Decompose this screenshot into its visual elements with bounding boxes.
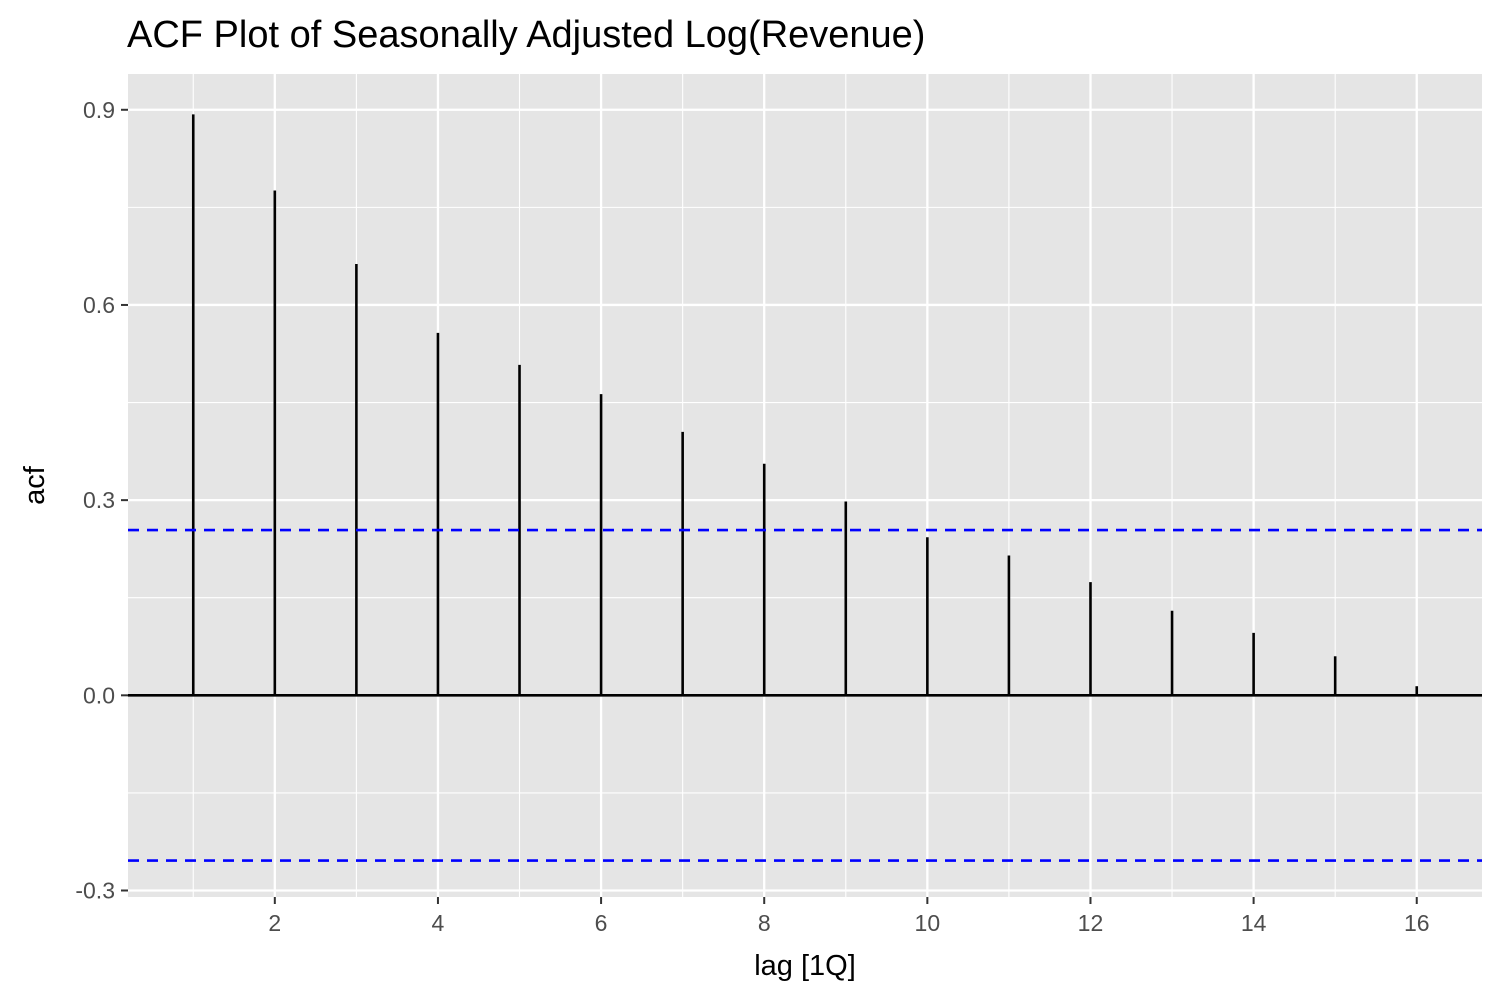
chart-title: ACF Plot of Seasonally Adjusted Log(Reve… (127, 14, 926, 56)
plot-panel (128, 74, 1482, 897)
acf-bars (191, 114, 1419, 696)
minor-grid (128, 74, 1482, 897)
x-tick-label: 10 (915, 910, 941, 936)
x-tick-label: 4 (432, 910, 445, 936)
y-tick-label: -0.3 (75, 877, 115, 903)
x-tick-label: 12 (1078, 910, 1104, 936)
y-tick-label: 0.9 (83, 97, 115, 123)
x-tick-label: 14 (1241, 910, 1267, 936)
confidence-bounds (128, 528, 1482, 862)
y-tick-label: 0.6 (83, 292, 115, 318)
y-axis: 0.9 0.6 0.3 0.0 -0.3 (75, 97, 128, 903)
y-axis-title: acf (19, 465, 51, 505)
x-axis-title: lag [1Q] (754, 950, 856, 982)
y-tick-label: 0.0 (83, 682, 115, 708)
x-axis: 2 4 6 8 10 12 14 16 (268, 897, 1430, 936)
x-tick-label: 6 (595, 910, 608, 936)
x-tick-label: 16 (1404, 910, 1430, 936)
x-tick-label: 8 (758, 910, 771, 936)
x-tick-label: 2 (268, 910, 281, 936)
y-tick-label: 0.3 (83, 487, 115, 513)
